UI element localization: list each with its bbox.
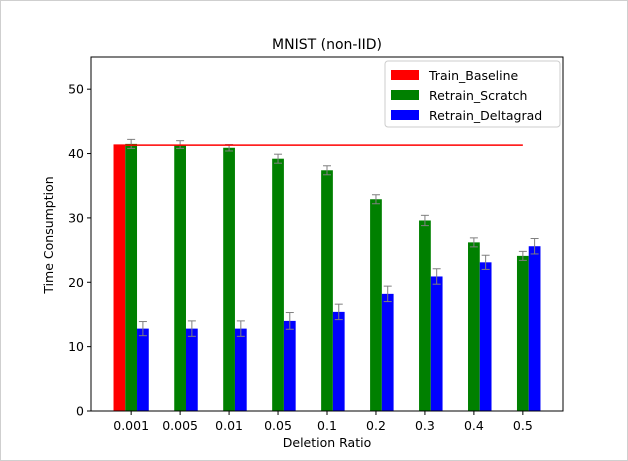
retrain-deltagrad-bar <box>185 328 198 411</box>
retrain-deltagrad-bar <box>234 328 247 411</box>
legend-swatch <box>391 110 419 120</box>
retrain-scratch-bar <box>272 158 284 411</box>
retrain-scratch-bar <box>419 220 431 411</box>
retrain-deltagrad-bar <box>528 246 541 411</box>
legend-label: Retrain_Deltagrad <box>429 108 542 123</box>
retrain-deltagrad-bar <box>283 320 296 411</box>
y-tick-label: 10 <box>68 339 84 354</box>
retrain-deltagrad-bar <box>332 311 345 411</box>
train-baseline-bar <box>113 145 126 412</box>
legend-box <box>384 60 561 128</box>
x-axis-label: Deletion Ratio <box>283 435 372 450</box>
x-tick-label: 0.4 <box>464 418 484 433</box>
x-tick-label: 0.01 <box>215 418 243 433</box>
legend-swatch <box>391 90 419 100</box>
y-axis-label: Time Consumption <box>41 176 56 294</box>
retrain-scratch-bar <box>223 147 235 411</box>
retrain-deltagrad-bar <box>430 276 443 411</box>
axes: 0 10 20 30 40 50 0.001 0.005 0.01 0.05 0.1 0.2 0.3 0.… <box>68 56 564 433</box>
retrain-scratch-bar <box>516 255 529 411</box>
x-tick-label: 0.3 <box>415 418 435 433</box>
retrain-scratch-bar <box>125 143 138 411</box>
retrain-scratch-bar <box>370 199 382 411</box>
retrain-deltagrad-bar <box>479 262 492 411</box>
legend: Train_Baseline Retrain_Scratch Retrain_Del… <box>384 60 561 128</box>
retrain-deltagrad-bar <box>381 293 394 411</box>
retrain-scratch-bar <box>174 144 186 411</box>
x-tick-label: 0.5 <box>513 418 533 433</box>
y-tick-label: 30 <box>68 210 84 225</box>
y-tick-label: 0 <box>76 404 84 419</box>
legend-label: Retrain_Scratch <box>429 88 527 103</box>
x-tick-label: 0.2 <box>366 418 386 433</box>
x-tick-label: 0.005 <box>162 418 198 433</box>
retrain-deltagrad-bar <box>137 328 149 411</box>
legend-label: Train_Baseline <box>428 68 519 83</box>
retrain-scratch-bar <box>468 242 480 411</box>
chart-title: MNIST (non-IID) <box>272 37 382 53</box>
bars <box>113 138 541 412</box>
retrain-scratch-bar <box>321 170 333 411</box>
y-tick-label: 50 <box>68 82 84 97</box>
legend-swatch <box>391 70 419 80</box>
x-tick-label: 0.1 <box>317 418 337 433</box>
x-tick-label: 0.05 <box>264 418 292 433</box>
y-tick-label: 40 <box>68 146 84 161</box>
y-tick-label: 20 <box>68 275 84 290</box>
x-tick-label: 0.001 <box>113 418 149 433</box>
